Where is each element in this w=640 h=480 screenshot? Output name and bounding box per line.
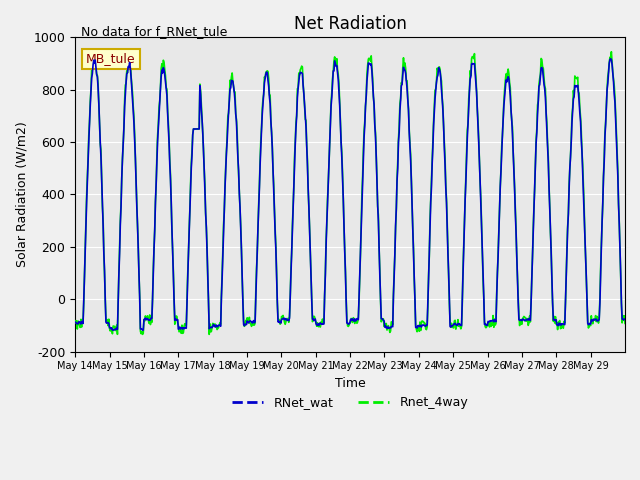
- Rnet_4way: [621, 321, 629, 326]
- RNet_wat: [139, 327, 147, 333]
- X-axis label: Time: Time: [335, 377, 365, 390]
- RNet_wat: [607, 56, 614, 61]
- RNet_wat: [71, 319, 79, 325]
- Legend: RNet_wat, Rnet_4way: RNet_wat, Rnet_4way: [227, 391, 473, 414]
- Line: Rnet_4way: Rnet_4way: [75, 52, 625, 335]
- Text: No data for f_RNet_tule: No data for f_RNet_tule: [81, 25, 227, 38]
- Rnet_4way: [438, 95, 446, 101]
- RNet_wat: [285, 315, 293, 321]
- RNet_wat: [237, 248, 245, 254]
- Rnet_4way: [265, 75, 273, 81]
- Rnet_4way: [408, 177, 415, 182]
- Title: Net Radiation: Net Radiation: [294, 15, 406, 33]
- Rnet_4way: [237, 247, 245, 253]
- Y-axis label: Solar Radiation (W/m2): Solar Radiation (W/m2): [15, 121, 28, 267]
- RNet_wat: [136, 294, 143, 300]
- RNet_wat: [408, 179, 415, 184]
- Rnet_4way: [607, 49, 615, 55]
- Rnet_4way: [205, 332, 213, 337]
- Rnet_4way: [71, 318, 79, 324]
- Rnet_4way: [285, 313, 293, 319]
- Line: RNet_wat: RNet_wat: [75, 59, 625, 330]
- RNet_wat: [438, 96, 446, 102]
- RNet_wat: [621, 316, 629, 322]
- Text: MB_tule: MB_tule: [86, 52, 136, 65]
- RNet_wat: [265, 84, 273, 89]
- Rnet_4way: [136, 292, 143, 298]
